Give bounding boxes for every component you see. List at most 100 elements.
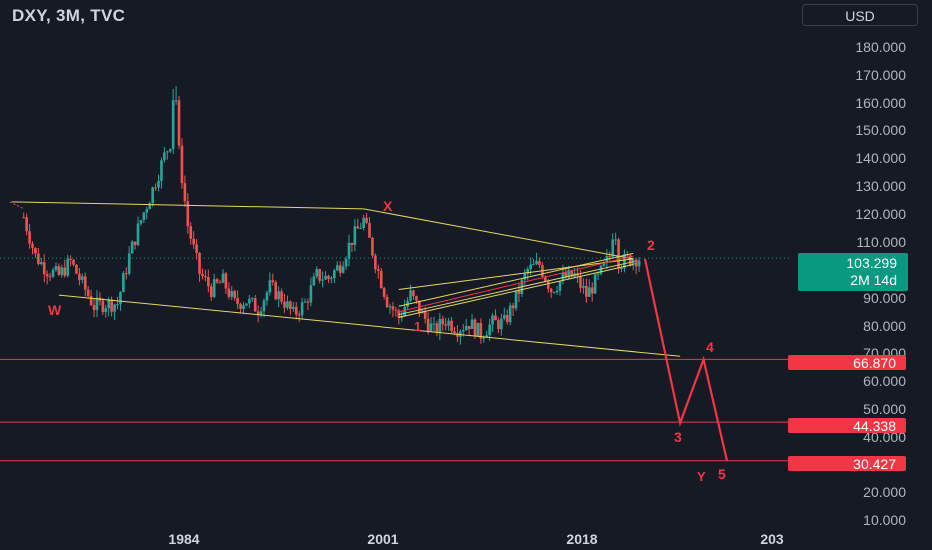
candle-body — [409, 290, 412, 301]
candle-body — [218, 282, 222, 284]
candle-body — [494, 315, 497, 321]
candle-body — [587, 287, 591, 297]
candle-body — [500, 318, 503, 330]
candle-body — [388, 306, 392, 308]
price-tick: 180.000 — [855, 39, 906, 55]
price-tick: 160.000 — [855, 95, 906, 111]
candle-body — [582, 286, 585, 288]
candle-body — [459, 331, 462, 337]
candle-body — [177, 100, 181, 146]
candle-body — [119, 292, 122, 305]
time-axis[interactable]: 1984 2001 2018 203 — [168, 531, 783, 547]
level-tag-44: 44.338 — [853, 418, 896, 434]
candle-body — [86, 289, 90, 296]
candle-body — [379, 270, 383, 289]
candle-body — [183, 183, 187, 202]
candle-body — [45, 274, 49, 277]
trendline — [398, 252, 634, 307]
candle-body — [628, 255, 632, 266]
level-tag-bg — [788, 355, 906, 370]
candle-body — [611, 239, 615, 257]
candle-body — [514, 290, 518, 309]
candle-body — [382, 288, 386, 297]
candle-body — [265, 292, 269, 301]
currency-button[interactable]: USD — [802, 4, 918, 26]
candle-body — [63, 267, 67, 276]
price-tick: 50.000 — [863, 401, 906, 417]
candle-body — [198, 252, 201, 274]
candle-body — [256, 311, 260, 316]
candle-body — [426, 318, 430, 331]
price-axis[interactable]: 180.000 170.000 160.000 150.000 140.000 … — [788, 39, 908, 528]
candle-body — [511, 305, 515, 309]
candle-body — [195, 244, 198, 253]
level-tag-bg — [788, 418, 906, 433]
candle-body — [564, 272, 568, 278]
candle-body — [309, 285, 313, 303]
time-tick: 203 — [760, 531, 784, 547]
candle-body — [517, 290, 521, 295]
candle-body — [488, 324, 491, 336]
candle-body — [215, 279, 219, 283]
candle-body — [385, 296, 389, 308]
candle-body — [145, 209, 149, 213]
candle-body — [532, 264, 535, 266]
candle-body — [585, 286, 588, 297]
candle-body — [280, 291, 283, 302]
candle-body — [51, 269, 55, 277]
candle-body — [356, 226, 360, 229]
candle-body — [262, 300, 266, 312]
candle-body — [69, 258, 72, 260]
symbol-title[interactable]: DXY, 3M, TVC — [12, 6, 126, 25]
candle-body — [359, 228, 363, 230]
candle-body — [485, 335, 489, 338]
candle-body — [271, 280, 275, 283]
candle-body — [593, 274, 597, 294]
price-tick: 150.000 — [855, 122, 906, 138]
trendline — [398, 258, 634, 291]
candle-body — [250, 298, 254, 300]
candle-body — [324, 275, 327, 280]
candle-body — [335, 265, 339, 271]
candle-body — [81, 276, 84, 280]
current-price-tag-bg — [798, 253, 908, 291]
candle-body — [546, 281, 550, 289]
candle-body — [133, 241, 137, 246]
candle-body — [374, 255, 377, 270]
candle-body — [224, 273, 228, 289]
candle-body — [538, 261, 541, 265]
candle-body — [277, 291, 280, 300]
candle-body — [151, 187, 154, 204]
price-tick: 80.000 — [863, 318, 906, 334]
wave-label-4: 4 — [706, 339, 714, 355]
candle-body — [330, 278, 333, 280]
candle-body — [116, 304, 119, 306]
price-tick: 140.000 — [855, 150, 906, 166]
candle-body — [297, 314, 301, 316]
candle-body — [78, 273, 81, 280]
candle-body — [245, 303, 248, 306]
candle-body — [476, 322, 480, 337]
candle-body — [148, 203, 152, 210]
candle-body — [318, 269, 321, 281]
candle-body — [444, 324, 447, 326]
trendline — [398, 263, 634, 318]
candle-body — [467, 326, 471, 330]
candle-body — [192, 238, 195, 245]
candle-body — [432, 323, 436, 325]
trendline — [398, 261, 634, 316]
candle-body — [242, 305, 245, 309]
candle-body — [570, 270, 573, 277]
candle-body — [25, 217, 28, 232]
candle-body — [479, 322, 483, 339]
time-tick: 2018 — [566, 531, 597, 547]
candle-body — [473, 319, 477, 337]
candle-body — [300, 302, 304, 316]
candle-body — [142, 212, 146, 221]
level-tag-66: 66.870 — [853, 355, 896, 371]
candle-body — [42, 262, 46, 275]
candle-body — [526, 269, 530, 274]
candle-body — [168, 149, 172, 152]
